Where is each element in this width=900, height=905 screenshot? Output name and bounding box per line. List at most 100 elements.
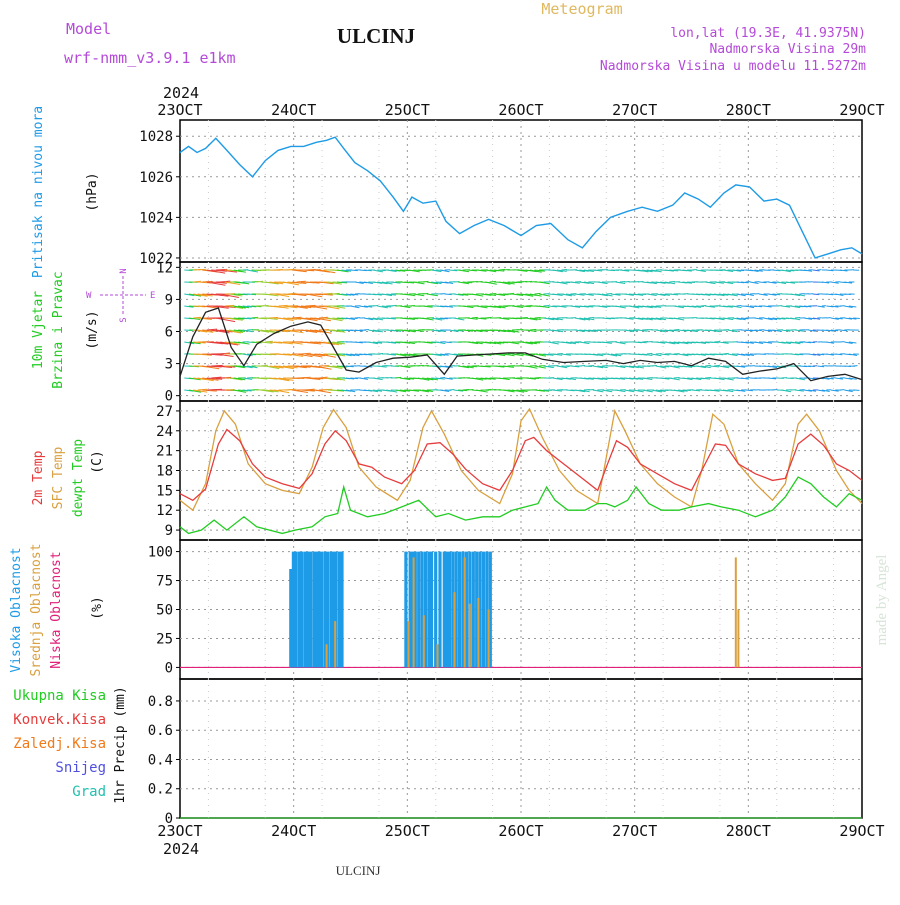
cloud-label-mid: Srednja Oblacnost: [29, 543, 44, 676]
mid-cloud-bar: [488, 610, 490, 668]
model-elevation-label: Nadmorska Visina u modelu 11.5272m: [600, 59, 866, 74]
bottom-date-tick: 26OCT: [498, 822, 543, 840]
top-date-tick: 23OCT: [157, 101, 202, 119]
pressure-line: [180, 137, 862, 258]
pressure-tick-label: 1026: [139, 170, 173, 186]
cloud-label-high: Visoka Oblacnost: [9, 547, 24, 672]
temp-label-sfc: SFC Temp: [51, 447, 66, 510]
wind-arrow: [440, 378, 445, 379]
top-year-label: 2024: [163, 84, 199, 102]
high-cloud-bar: [404, 552, 407, 668]
mid-cloud-bar: [735, 557, 737, 667]
cloud-label-low: Niska Oblacnost: [49, 551, 64, 668]
precip-tick-label: 0.2: [148, 782, 173, 798]
wind-tick-label: 0: [165, 389, 173, 405]
model-name: wrf-nmm_v3.9.1 e1km: [64, 49, 236, 67]
cloud-tick-label: 25: [156, 631, 173, 647]
top-date-tick: 24OCT: [271, 101, 316, 119]
sfc-temp-line: [180, 409, 862, 510]
wind-tick-label: 3: [165, 357, 173, 373]
wind-arrow: [364, 330, 369, 331]
mid-cloud-bar: [454, 592, 456, 667]
2m-temp-line: [180, 430, 862, 501]
credit-watermark: made by Angel: [874, 555, 890, 646]
pressure-tick-label: 1028: [139, 129, 173, 145]
wind-arrows: [184, 269, 860, 393]
top-date-tick: 27OCT: [612, 101, 657, 119]
top-date-tick: 26OCT: [498, 101, 543, 119]
pressure-tick-label: 1024: [139, 210, 173, 226]
wind-arrow: [795, 318, 800, 319]
mid-cloud-bar: [334, 621, 336, 667]
high-cloud-bar: [448, 552, 451, 668]
precip-legend: Ukupna KisaKonvek.KisaZaledj.KisaSnijegG…: [13, 688, 862, 818]
mid-cloud-bar: [477, 598, 479, 668]
temp-tick-label: 21: [156, 444, 173, 460]
mid-cloud-bar: [737, 610, 739, 668]
precip-legend-item: Zaledj.Kisa: [13, 736, 106, 752]
footer-station: ULCINJ: [336, 863, 381, 878]
top-date-tick: 25OCT: [385, 101, 430, 119]
wind-arrow: [692, 318, 697, 319]
top-date-tick: 29OCT: [839, 101, 884, 119]
wind-tick-label: 12: [156, 260, 173, 276]
wind-tick-label: 9: [165, 292, 173, 308]
wind-tick-label: 6: [165, 325, 173, 341]
elevation-label: Nadmorska Visina 29m: [709, 42, 866, 57]
wind-arrow: [373, 306, 378, 307]
cloud-unit: (%): [90, 596, 105, 619]
top-date-axis: 23OCT 24OCT 25OCT 26OCT 27OCT 28OCT 29OCT: [157, 101, 884, 119]
precip-tick-label: 0.8: [148, 694, 173, 710]
mid-cloud-bar: [326, 644, 328, 667]
wind-arrow: [853, 318, 860, 319]
high-cloud-bar: [340, 552, 343, 668]
high-cloud-bar: [472, 552, 475, 668]
wind-arrow: [737, 306, 742, 307]
pressure-unit: (hPa): [85, 172, 100, 211]
meteogram-title: Meteogram: [541, 0, 622, 18]
bottom-date-tick: 23OCT: [157, 822, 202, 840]
cloud-tick-label: 50: [156, 603, 173, 619]
precip-legend-item: Grad: [72, 784, 106, 800]
bottom-date-tick: 28OCT: [726, 822, 771, 840]
high-cloud-bar: [438, 552, 441, 668]
high-cloud-bar: [320, 552, 323, 668]
compass-east: E: [150, 291, 155, 301]
precip-tick-label: 0.6: [148, 723, 173, 739]
wind-arrow: [449, 390, 454, 391]
precip-y-axis: 0.80.60.40.20: [148, 694, 180, 827]
cloud-tick-label: 0: [165, 660, 173, 676]
bottom-date-tick: 25OCT: [385, 822, 430, 840]
temp-tick-label: 27: [156, 404, 173, 420]
bottom-date-tick: 29OCT: [839, 822, 884, 840]
wind-arrow: [692, 270, 697, 271]
bottom-year-label: 2024: [163, 840, 199, 858]
top-date-tick: 28OCT: [726, 101, 771, 119]
high-cloud-bar: [417, 552, 420, 668]
mid-cloud-bar: [413, 557, 415, 667]
model-label: Model: [66, 20, 111, 38]
bottom-date-tick: 27OCT: [612, 822, 657, 840]
precip-legend-item: Snijeg: [55, 760, 106, 776]
high-cloud-bar: [458, 552, 461, 668]
temp-label-dewpt: dewpt Temp: [71, 439, 86, 517]
temp-label-2m: 2m Temp: [31, 450, 46, 505]
temp-tick-label: 18: [156, 464, 173, 480]
precip-tick-label: 0.4: [148, 752, 173, 768]
high-cloud-bar: [309, 552, 312, 668]
high-cloud-bar: [482, 552, 485, 668]
station-title: ULCINJ: [337, 24, 415, 48]
high-cloud-bar: [430, 552, 433, 668]
precip-legend-item: Konvek.Kisa: [13, 712, 106, 728]
mid-cloud-bar: [408, 621, 410, 667]
wind-arrow: [772, 390, 777, 391]
mid-cloud-bar: [437, 644, 439, 667]
wind-unit: (m/s): [85, 310, 100, 349]
panel-grids: [180, 120, 862, 818]
compass-north: N: [119, 268, 129, 273]
lonlat-label: lon,lat (19.3E, 41.9375N): [670, 26, 866, 41]
